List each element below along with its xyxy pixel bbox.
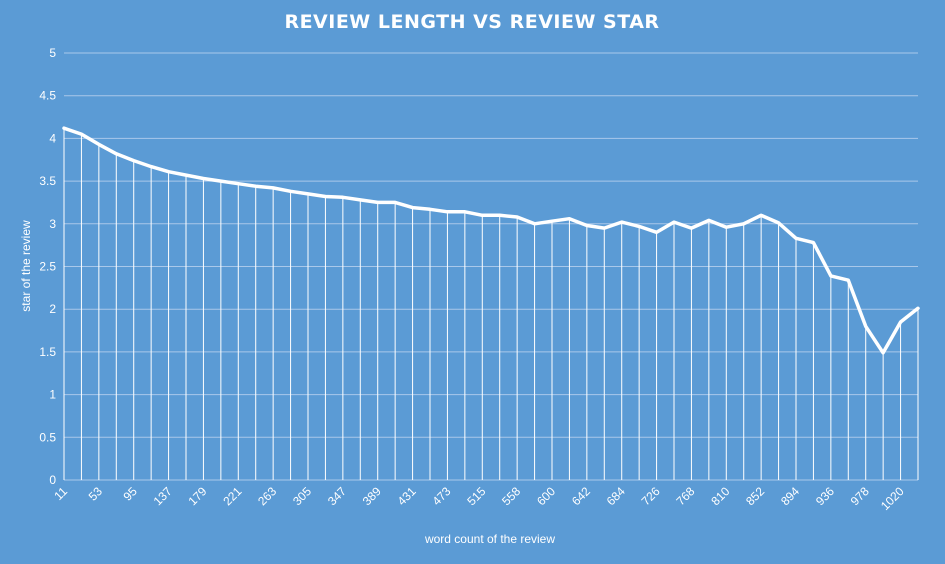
x-tick-label: 936 <box>813 484 837 508</box>
x-tick-label: 515 <box>464 484 488 508</box>
y-tick-label: 3 <box>49 217 56 231</box>
x-tick-label: 810 <box>708 484 732 508</box>
y-tick-label: 1 <box>49 388 56 402</box>
x-tick-label: 852 <box>743 484 767 508</box>
x-tick-label: 684 <box>604 484 628 508</box>
y-tick-labels: 0 0.5 1 1.5 2 2.5 3 3.5 4 4.5 5 <box>39 46 56 487</box>
x-tick-label: 726 <box>639 484 663 508</box>
series-layer <box>62 126 920 355</box>
y-tick-label: 4.5 <box>39 89 56 103</box>
x-tick-label: 263 <box>255 484 279 508</box>
y-tick-label: 0.5 <box>39 430 56 444</box>
x-tick-label: 53 <box>86 484 106 504</box>
y-axis-label: star of the review <box>19 220 33 312</box>
y-tick-label: 4 <box>49 131 56 145</box>
x-tick-label: 137 <box>151 484 175 508</box>
y-tick-label: 5 <box>49 46 56 60</box>
y-tick-label: 1.5 <box>39 345 56 359</box>
x-tick-label: 305 <box>290 484 314 508</box>
chart-title: REVIEW LENGTH VS REVIEW STAR <box>284 11 659 33</box>
x-tick-label: 431 <box>395 484 419 508</box>
x-tick-labels: 11 53 95 137 179 221 263 305 347 389 431 473 515 558 6… <box>51 484 907 513</box>
x-tick-label: 894 <box>778 484 802 508</box>
y-tick-label: 0 <box>49 473 56 487</box>
y-tick-label: 2.5 <box>39 260 56 274</box>
x-tick-label: 642 <box>569 484 593 508</box>
x-axis-label: word count of the review <box>424 532 555 546</box>
x-tick-label: 1020 <box>878 484 907 513</box>
x-tick-label: 558 <box>499 484 523 508</box>
series-line <box>62 126 920 355</box>
x-tick-label: 221 <box>220 484 244 508</box>
x-tick-label: 95 <box>120 484 140 504</box>
x-tick-label: 473 <box>429 484 453 508</box>
x-tick-label: 978 <box>848 484 872 508</box>
y-tick-label: 2 <box>49 302 56 316</box>
x-tick-label: 768 <box>673 484 697 508</box>
x-tick-label: 389 <box>360 484 384 508</box>
grid-layer <box>64 52 918 481</box>
drop-lines <box>63 128 919 480</box>
x-tick-label: 347 <box>325 484 349 508</box>
x-tick-label: 179 <box>185 484 209 508</box>
y-tick-label: 3.5 <box>39 174 56 188</box>
x-tick-label: 600 <box>534 484 558 508</box>
